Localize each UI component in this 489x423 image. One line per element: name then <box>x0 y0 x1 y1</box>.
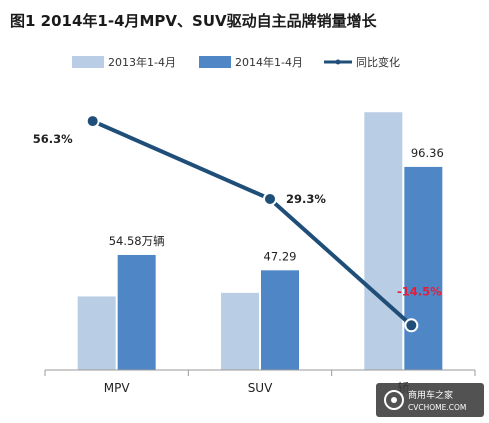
chart-title: 图1 2014年1-4月MPV、SUV驱动自主品牌销量增长 <box>10 12 378 30</box>
watermark-line1: 商用车之家 <box>408 389 453 401</box>
legend-marker-yoy <box>335 59 341 65</box>
bar-2014-轿 <box>404 166 443 370</box>
yoy-value-label: -14.5% <box>397 284 442 298</box>
yoy-point <box>263 191 277 206</box>
x-axis-ticks <box>44 370 476 376</box>
category-label: MPV <box>104 381 131 395</box>
bar-2014-SUV <box>261 270 299 370</box>
legend-swatch-2013 <box>72 56 104 68</box>
bar-2013-轿 <box>364 112 403 370</box>
yoy-point <box>85 114 100 129</box>
legend-label-2014: 2014年1-4月 <box>235 55 303 69</box>
bars-layer <box>77 112 443 370</box>
bar-2014-MPV <box>117 254 156 370</box>
yoy-value-label: 56.3% <box>33 132 73 146</box>
category-labels: MPVSUV轿 <box>104 380 410 395</box>
bar-value-label: 47.29 <box>264 249 297 263</box>
bar-2013-SUV <box>221 292 259 370</box>
bar-value-label: 54.58万辆 <box>109 234 165 248</box>
legend: 2013年1-4月 2014年1-4月 同比变化 <box>72 55 400 69</box>
watermark-ring-icon <box>384 390 404 410</box>
watermark-bg <box>376 383 484 417</box>
bar-value-labels: 54.58万辆 47.29 96.36 <box>109 146 444 263</box>
watermark-line2: CVCHOME.COM <box>408 403 466 412</box>
bar-value-label: 96.36 <box>411 146 444 160</box>
legend-label-2013: 2013年1-4月 <box>108 55 176 69</box>
yoy-value-label: 29.3% <box>286 192 326 206</box>
category-label: SUV <box>248 381 273 395</box>
watermark-logo: 商用车之家 CVCHOME.COM <box>376 383 484 417</box>
watermark-dot-icon <box>391 397 397 403</box>
legend-swatch-2014 <box>199 56 231 68</box>
legend-label-yoy: 同比变化 <box>356 55 400 69</box>
yoy-point <box>404 318 419 333</box>
yoy-value-labels: 56.3% 29.3% -14.5% <box>33 132 442 298</box>
bar-2013-MPV <box>77 296 116 370</box>
yoy-line-layer <box>85 114 419 333</box>
